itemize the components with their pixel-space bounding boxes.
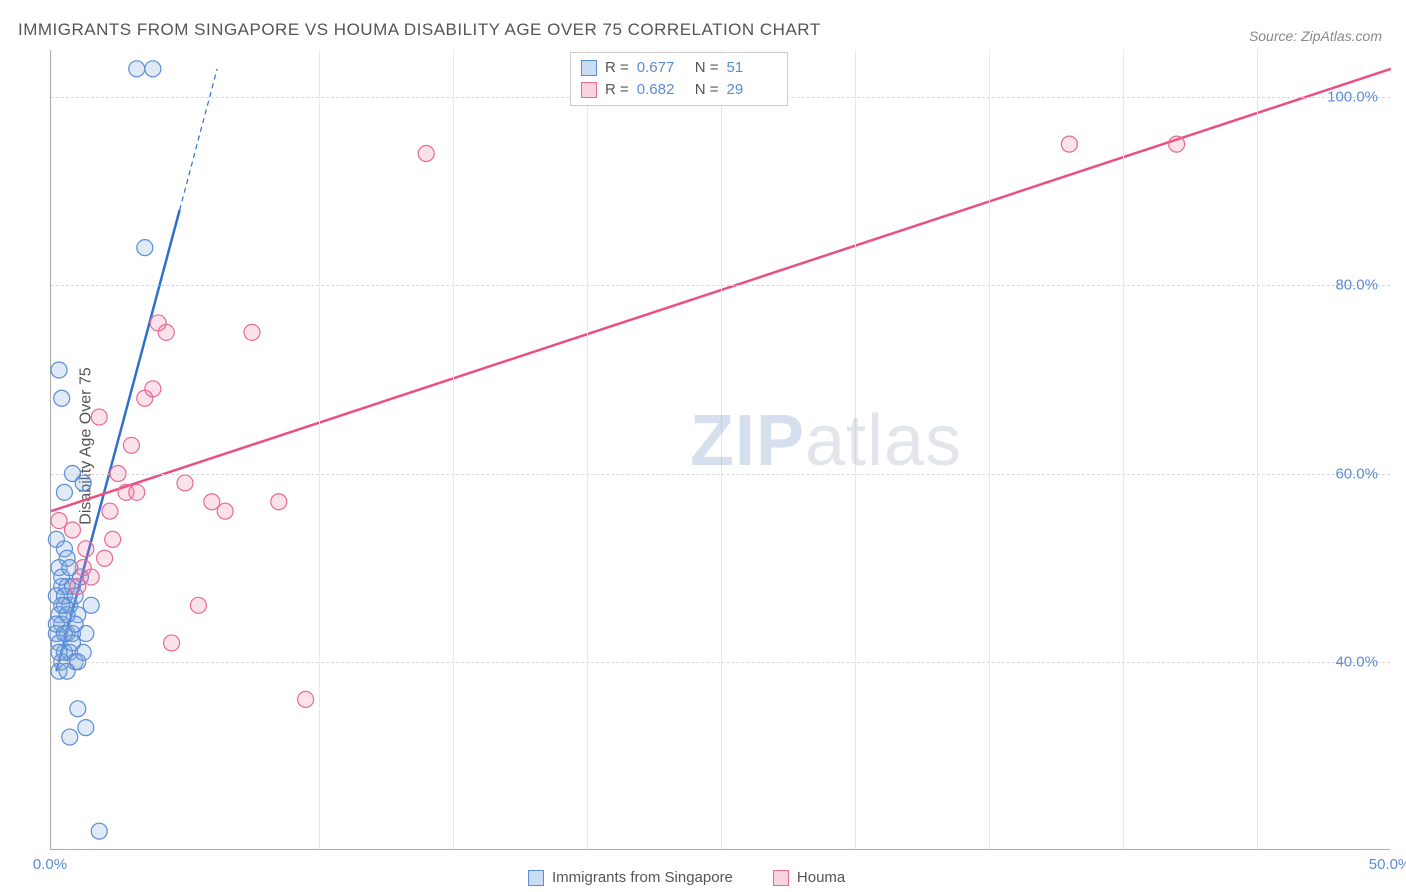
data-point (105, 531, 121, 547)
r-value-2: 0.682 (637, 79, 687, 101)
y-tick-label: 100.0% (1327, 89, 1378, 106)
chart-title: IMMIGRANTS FROM SINGAPORE VS HOUMA DISAB… (18, 20, 821, 40)
data-point (54, 597, 70, 613)
data-point (217, 503, 233, 519)
legend-swatch-series1 (528, 870, 544, 886)
data-point (56, 626, 72, 642)
data-point (78, 720, 94, 736)
data-point (62, 729, 78, 745)
gridline-v (721, 50, 722, 849)
legend-bottom: Immigrants from Singapore Houma (520, 867, 853, 888)
data-point (177, 475, 193, 491)
data-point (204, 494, 220, 510)
legend-item-series2: Houma (773, 869, 845, 886)
plot-area: 40.0% 60.0% 80.0% 100.0% (50, 50, 1390, 850)
y-tick-label: 40.0% (1335, 653, 1378, 670)
data-point (418, 146, 434, 162)
swatch-series2 (581, 82, 597, 98)
data-point (78, 541, 94, 557)
swatch-series1 (581, 60, 597, 76)
data-point (244, 324, 260, 340)
gridline-v (989, 50, 990, 849)
data-point (75, 475, 91, 491)
gridline-v (855, 50, 856, 849)
data-point (190, 597, 206, 613)
data-point (54, 390, 70, 406)
stats-row-series2: R = 0.682 N = 29 (581, 79, 777, 101)
data-point (102, 503, 118, 519)
stats-row-series1: R = 0.677 N = 51 (581, 57, 777, 79)
gridline-v (1257, 50, 1258, 849)
data-point (158, 324, 174, 340)
data-point (75, 560, 91, 576)
data-point (51, 644, 67, 660)
r-label-2: R = (605, 79, 629, 101)
data-point (137, 240, 153, 256)
legend-label-series2: Houma (797, 869, 845, 886)
gridline-v (1123, 50, 1124, 849)
y-tick-label: 60.0% (1335, 465, 1378, 482)
data-point (145, 381, 161, 397)
n-label-2: N = (695, 79, 719, 101)
trend-line-extrapolated (180, 69, 218, 210)
data-point (298, 691, 314, 707)
n-value-1: 51 (727, 57, 777, 79)
n-value-2: 29 (727, 79, 777, 101)
source-attribution: Source: ZipAtlas.com (1249, 28, 1382, 44)
data-point (70, 578, 86, 594)
data-point (51, 513, 67, 529)
data-point (1061, 136, 1077, 152)
data-point (56, 484, 72, 500)
gridline-v (319, 50, 320, 849)
r-value-1: 0.677 (637, 57, 687, 79)
legend-swatch-series2 (773, 870, 789, 886)
data-point (129, 61, 145, 77)
data-point (91, 823, 107, 839)
data-point (64, 522, 80, 538)
gridline-v (587, 50, 588, 849)
data-point (91, 409, 107, 425)
legend-label-series1: Immigrants from Singapore (552, 869, 733, 886)
legend-item-series1: Immigrants from Singapore (528, 869, 733, 886)
data-point (129, 484, 145, 500)
gridline-v (453, 50, 454, 849)
data-point (51, 362, 67, 378)
data-point (1169, 136, 1185, 152)
data-point (97, 550, 113, 566)
data-point (271, 494, 287, 510)
data-point (70, 701, 86, 717)
n-label-1: N = (695, 57, 719, 79)
data-point (83, 597, 99, 613)
data-point (145, 61, 161, 77)
data-point (164, 635, 180, 651)
stats-legend-box: R = 0.677 N = 51 R = 0.682 N = 29 (570, 52, 788, 106)
data-point (123, 437, 139, 453)
x-tick-label: 50.0% (1369, 850, 1406, 873)
r-label-1: R = (605, 57, 629, 79)
x-tick-label: 0.0% (33, 850, 67, 873)
y-tick-label: 80.0% (1335, 277, 1378, 294)
